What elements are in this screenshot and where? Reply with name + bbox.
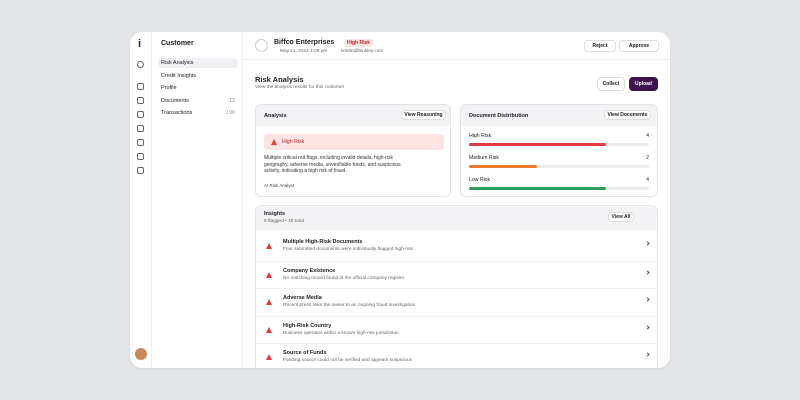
collect-button[interactable]: Collect — [597, 77, 625, 91]
view-all-button[interactable]: View All — [608, 212, 634, 222]
warning-icon — [266, 299, 272, 305]
row-count: 4 — [646, 177, 649, 183]
sidebar-item[interactable]: Profile — [158, 83, 238, 93]
insight-text: Recent press links the owner to an ongoi… — [283, 303, 416, 308]
chevron — [645, 269, 650, 275]
nav-icon[interactable] — [137, 167, 144, 174]
nav-icon[interactable] — [137, 125, 144, 132]
chevron — [645, 352, 650, 357]
nav-icon[interactable] — [137, 83, 144, 90]
nav-icon[interactable] — [137, 139, 144, 146]
warning-icon — [266, 243, 272, 249]
nav-icon[interactable] — [137, 111, 144, 118]
analysis-card: Analysis View Reasoning High Risk Multip… — [255, 104, 451, 197]
risk-badge: High Risk — [344, 39, 374, 47]
insight-title: Adverse Media — [283, 295, 322, 301]
warning-icon — [266, 271, 272, 278]
card-title: Insights — [264, 211, 286, 217]
bar — [469, 143, 606, 146]
sidebar-item[interactable]: Documents 13 — [158, 96, 238, 106]
sidebar: Customer Risk Analysis Credit Insights Pro… — [152, 32, 243, 368]
insights-card: Insights 6 flagged • 16 total View All M… — [255, 205, 658, 368]
sidebar-title: Customer — [161, 40, 194, 47]
sidebar-label: Risk Analysis — [161, 60, 194, 66]
insight-text: Business operates within a known high-ri… — [283, 330, 399, 336]
insight-row[interactable]: High-Risk Country Business operates withi… — [256, 315, 657, 343]
card-title: Analysis — [264, 113, 287, 119]
approve-button[interactable]: Approve — [619, 40, 659, 52]
row-label: Medium Risk — [469, 155, 499, 161]
chevron — [645, 241, 650, 246]
sidebar-label: Credit Insights — [161, 72, 197, 79]
insight-title: High-Risk Country — [283, 322, 332, 329]
reject-button[interactable]: Reject — [584, 40, 616, 52]
row-label: Low Risk — [469, 177, 491, 183]
warning-icon — [271, 139, 277, 145]
insights-summary: 6 flagged • 16 total — [264, 219, 304, 224]
sidebar-count: 190 — [225, 110, 235, 116]
sidebar-label: Transactions — [161, 110, 193, 116]
bar-track — [469, 187, 649, 190]
sidebar-label: Documents — [161, 97, 189, 104]
analysis-footer: AI Risk Analyst — [264, 183, 295, 188]
upload-button[interactable]: Upload — [629, 77, 658, 91]
insight-row[interactable]: Source of Funds Funding source could not … — [256, 343, 657, 368]
insight-title: Source of Funds — [283, 350, 327, 356]
insight-text: Funding source could not be verified and… — [283, 358, 413, 363]
email: kristin@binkley.com — [341, 49, 384, 54]
bar-track — [469, 143, 649, 146]
bar — [469, 165, 538, 168]
row-label: High Risk — [469, 133, 492, 139]
distribution-card: Document Distribution View Documents Hig… — [460, 104, 658, 197]
date: May 11, 2024 4:09 pm — [280, 49, 328, 54]
sidebar-label: Profile — [161, 85, 177, 91]
bar-track — [469, 165, 649, 168]
search-icon[interactable] — [137, 61, 144, 68]
chevron — [645, 324, 650, 330]
icon-rail: i — [130, 32, 152, 368]
alert-text: High Risk — [282, 139, 305, 145]
insight-row[interactable]: Company Existence No matching record foun… — [256, 260, 657, 288]
view-documents-button[interactable]: View Documents — [604, 110, 651, 120]
top-bar: Biffco Enterprises High Risk May 11, 202… — [243, 32, 670, 60]
insight-title: Company Existence — [283, 267, 336, 274]
bar — [469, 187, 606, 190]
sidebar-item[interactable]: Transactions 190 — [158, 108, 238, 118]
insight-title: Multiple High-Risk Documents — [283, 239, 363, 245]
app-window: i Customer Risk Analysis Credit Insights P… — [130, 32, 670, 368]
warning-icon — [266, 354, 272, 360]
page-title: Risk Analysis — [255, 75, 304, 84]
logo: i — [138, 38, 142, 50]
company-avatar — [255, 39, 268, 52]
insight-text: No matching record found in the official… — [283, 275, 405, 281]
card-title: Document Distribution — [469, 113, 529, 119]
chevron — [645, 297, 650, 302]
insight-row[interactable]: Adverse Media Recent press links the owne… — [256, 288, 657, 315]
sidebar-item[interactable]: Risk Analysis — [158, 58, 238, 68]
page-subtitle: View the analysis results for this custo… — [255, 85, 345, 90]
sidebar-count: 13 — [228, 97, 235, 104]
insight-text: Four submitted documents were individual… — [283, 247, 413, 252]
warning-icon — [266, 326, 272, 333]
view-reasoning-button[interactable]: View Reasoning — [401, 110, 446, 120]
nav-icon[interactable] — [137, 97, 144, 104]
row-count: 2 — [646, 155, 649, 161]
user-avatar[interactable] — [135, 348, 147, 360]
alert: High Risk — [264, 134, 444, 150]
nav-icon[interactable] — [137, 153, 144, 160]
company-name: Biffco Enterprises — [274, 39, 335, 46]
card-header — [256, 206, 657, 230]
row-count: 4 — [646, 133, 649, 139]
analysis-text: Multiple critical red flags, including i… — [264, 155, 401, 174]
insight-row[interactable]: Multiple High-Risk Documents Four submitt… — [256, 233, 657, 260]
sidebar-item[interactable]: Credit Insights — [158, 71, 238, 81]
